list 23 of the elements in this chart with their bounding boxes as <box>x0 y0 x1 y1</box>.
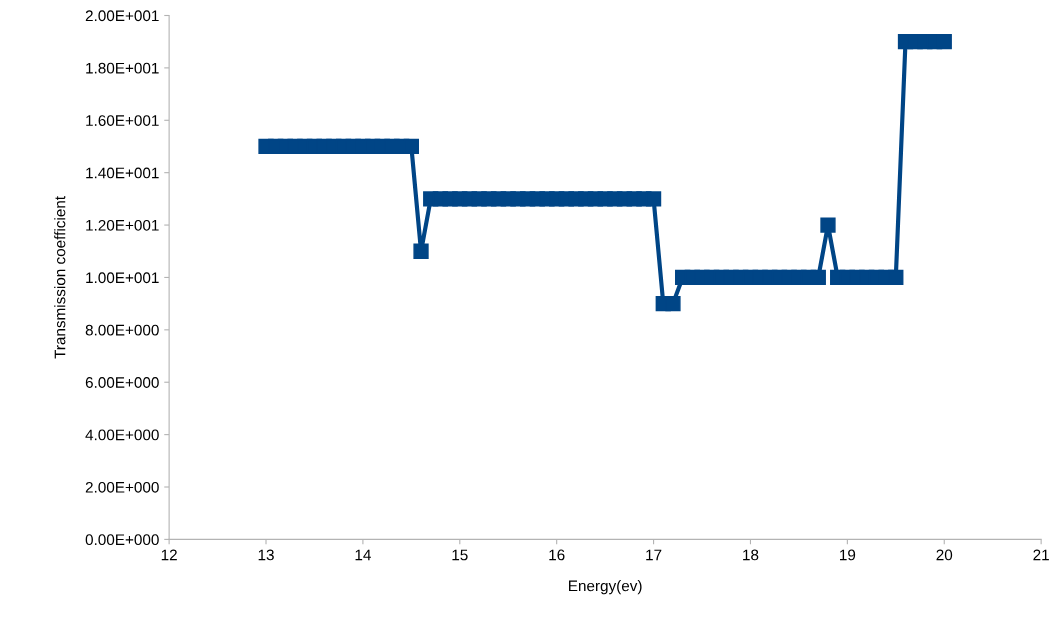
y-tick-label: 0.00E+000 <box>85 534 159 546</box>
y-axis-title: Transmission coefficient <box>54 196 66 359</box>
y-tick-label: 6.00E+000 <box>85 377 159 388</box>
x-tick-label: 12 <box>161 549 177 561</box>
x-tick-label: 16 <box>549 549 565 561</box>
x-tick-label: 15 <box>452 549 468 561</box>
x-axis-title: Energy(ev) <box>569 580 642 595</box>
x-tick-label: 13 <box>258 549 274 561</box>
y-tick-label: 1.60E+001 <box>86 115 159 126</box>
y-tick-label: 2.00E+001 <box>85 10 159 22</box>
y-tick-label: 2.00E+000 <box>85 481 159 493</box>
y-tick-label: 4.00E+000 <box>85 429 159 441</box>
y-tick-label: 1.20E+001 <box>86 219 159 231</box>
y-tick-label: 1.00E+001 <box>86 272 159 284</box>
y-tick-label: 8.00E+000 <box>85 324 159 336</box>
y-tick-label: 1.40E+001 <box>86 167 159 179</box>
x-tick-label: 19 <box>840 549 856 561</box>
x-tick-label: 18 <box>743 549 759 561</box>
x-tick-label: 20 <box>936 549 953 561</box>
x-tick-label: 14 <box>355 549 371 561</box>
x-tick-label: 17 <box>646 549 662 561</box>
y-tick-label: 1.80E+001 <box>86 62 159 74</box>
x-tick-label: 21 <box>1033 549 1049 561</box>
